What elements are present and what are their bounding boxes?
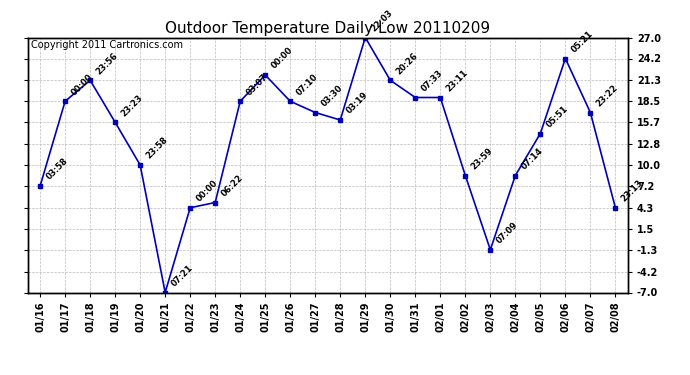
Text: 23:11: 23:11 xyxy=(444,68,470,93)
Text: 07:14: 07:14 xyxy=(520,146,544,171)
Text: 03:58: 03:58 xyxy=(44,157,70,182)
Text: 00:00: 00:00 xyxy=(269,46,295,71)
Text: 03:07: 03:07 xyxy=(244,72,269,97)
Text: 00:00: 00:00 xyxy=(69,72,95,97)
Text: 03:19: 03:19 xyxy=(344,91,370,116)
Text: 23:13: 23:13 xyxy=(620,178,644,204)
Text: 07:10: 07:10 xyxy=(295,72,319,97)
Text: 23:23: 23:23 xyxy=(119,93,144,118)
Text: 07:21: 07:21 xyxy=(169,263,195,288)
Text: 23:59: 23:59 xyxy=(469,146,495,171)
Text: 20:26: 20:26 xyxy=(395,51,420,76)
Text: 06:22: 06:22 xyxy=(219,173,245,198)
Text: 03:30: 03:30 xyxy=(319,83,344,108)
Text: 05:51: 05:51 xyxy=(544,104,570,129)
Text: 23:56: 23:56 xyxy=(95,51,119,76)
Text: 00:00: 00:00 xyxy=(195,178,219,204)
Text: 05:21: 05:21 xyxy=(569,29,595,54)
Text: 22:03: 22:03 xyxy=(369,8,395,33)
Text: 07:33: 07:33 xyxy=(420,68,444,93)
Text: 07:09: 07:09 xyxy=(495,220,520,246)
Text: 23:22: 23:22 xyxy=(595,83,620,108)
Text: Copyright 2011 Cartronics.com: Copyright 2011 Cartronics.com xyxy=(30,40,183,50)
Title: Outdoor Temperature Daily Low 20110209: Outdoor Temperature Daily Low 20110209 xyxy=(165,21,491,36)
Text: 23:58: 23:58 xyxy=(144,136,170,161)
